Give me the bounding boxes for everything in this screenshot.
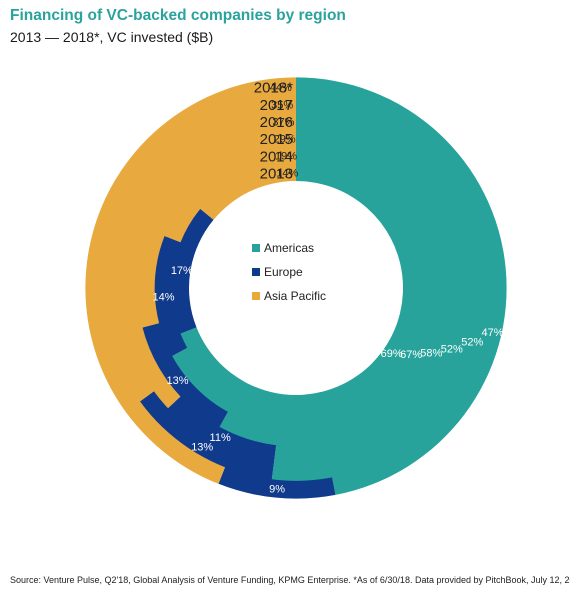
label-americas-2016: 52% (441, 344, 463, 356)
label-asia-pacific-2013: 14% (276, 168, 298, 180)
legend-label-europe: Europe (264, 265, 303, 279)
legend-swatch-asia-pacific (252, 292, 260, 300)
segment-europe-2014 (154, 235, 188, 357)
chart-subtitle: 2013 — 2018*, VC invested ($B) (10, 29, 214, 45)
segment-europe-2016 (167, 396, 277, 463)
label-asia-pacific-2018: 44% (270, 82, 292, 94)
segment-asia-pacific-2017 (102, 94, 297, 402)
label-europe-2016: 11% (210, 432, 231, 444)
legend-swatch-europe (252, 268, 260, 276)
label-asia-pacific-2016: 37% (272, 116, 294, 128)
legend-label-americas: Americas (264, 241, 314, 255)
label-americas-2018: 47% (482, 327, 504, 339)
label-europe-2013: 17% (171, 265, 193, 277)
year-label-2013: 2013 (260, 165, 293, 182)
label-americas-2017: 52% (461, 337, 483, 349)
label-asia-pacific-2017: 35% (271, 99, 293, 111)
year-label-2018: 2018* (254, 80, 293, 97)
segment-europe-2017 (139, 391, 274, 480)
label-asia-pacific-2014: 19% (275, 151, 297, 163)
segment-europe-2013 (171, 208, 214, 334)
year-label-2016: 2016 (260, 114, 293, 131)
segment-asia-pacific-2015 (136, 128, 296, 328)
segment-asia-pacific-2016 (119, 111, 296, 409)
label-americas-2015: 58% (420, 348, 442, 360)
label-europe-2015: 13% (167, 375, 189, 387)
label-europe-2018: 9% (269, 484, 285, 496)
chart-title: Financing of VC-backed companies by regi… (10, 7, 346, 24)
year-label-2017: 2017 (260, 97, 293, 114)
label-europe-2017: 13% (191, 442, 213, 454)
year-label-2014: 2014 (260, 148, 293, 165)
label-americas-2014: 67% (400, 349, 422, 361)
legend-label-asia-pacific: Asia Pacific (264, 289, 326, 303)
source-note: Source: Venture Pulse, Q2'18, Global Ana… (10, 575, 570, 585)
label-americas-2013: 69% (381, 348, 403, 360)
segment-europe-2018 (218, 467, 336, 499)
year-label-2015: 2015 (260, 131, 293, 148)
segment-europe-2015 (141, 323, 228, 428)
segment-asia-pacific-2014 (164, 146, 296, 243)
legend-swatch-americas (252, 244, 260, 252)
label-europe-2014: 14% (152, 291, 174, 303)
label-asia-pacific-2015: 29% (274, 134, 296, 146)
segment-asia-pacific-2013 (199, 163, 296, 220)
